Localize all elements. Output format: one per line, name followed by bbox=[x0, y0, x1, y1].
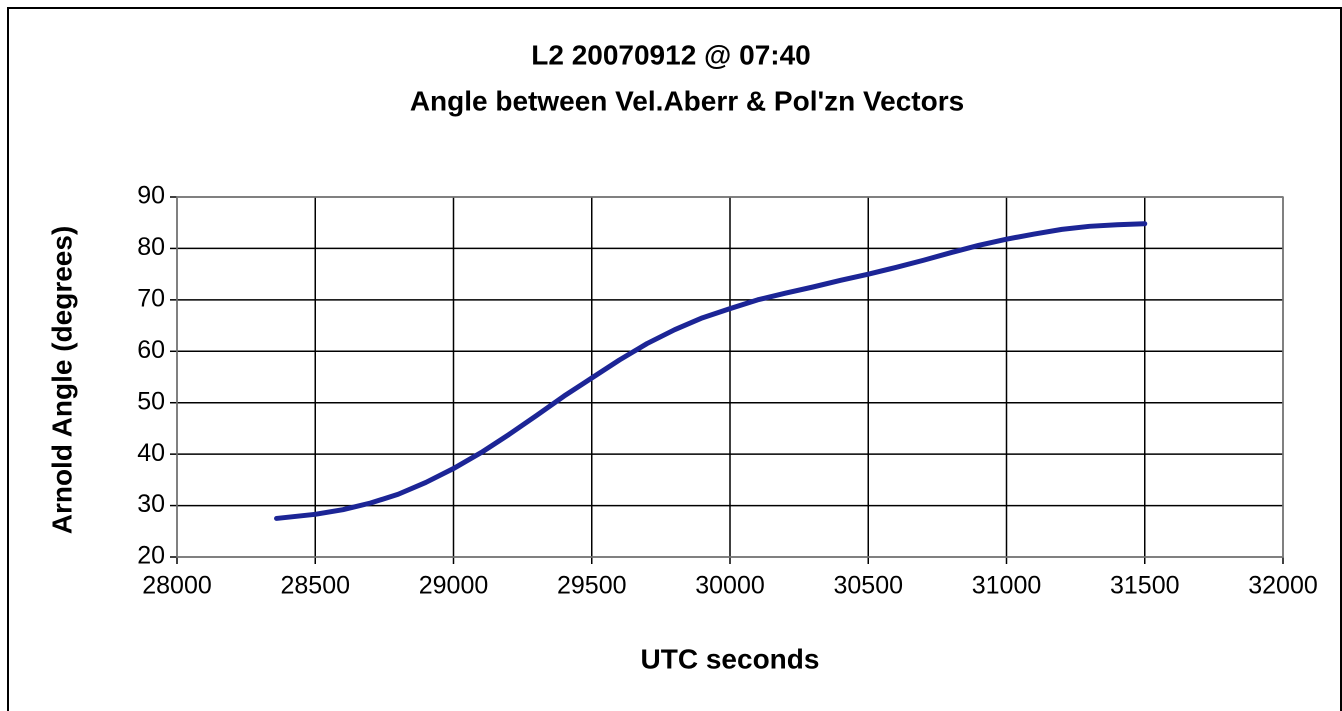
y-tick-label: 40 bbox=[137, 439, 165, 467]
y-tick-label: 80 bbox=[137, 233, 165, 261]
y-tick-label: 30 bbox=[137, 490, 165, 518]
data-line bbox=[274, 221, 1148, 521]
x-tick-label: 28000 bbox=[142, 572, 212, 600]
x-axis-label: UTC seconds bbox=[641, 643, 820, 674]
x-tick-label: 28500 bbox=[280, 572, 350, 600]
x-tick-label: 32000 bbox=[1248, 572, 1318, 600]
y-tick-label: 90 bbox=[137, 182, 165, 210]
x-tick-label: 30500 bbox=[833, 572, 903, 600]
y-tick-label: 20 bbox=[137, 542, 165, 570]
x-tick-label: 29500 bbox=[557, 572, 627, 600]
x-tick-label: 30000 bbox=[695, 572, 765, 600]
y-tick-label: 70 bbox=[137, 284, 165, 312]
x-tick-label: 31000 bbox=[972, 572, 1042, 600]
y-tick-label: 60 bbox=[137, 336, 165, 364]
chart-subtitle: Angle between Vel.Aberr & Pol'zn Vectors bbox=[410, 85, 964, 116]
chart-title: L2 20070912 @ 07:40 bbox=[531, 39, 811, 70]
x-tick-label: 29000 bbox=[419, 572, 489, 600]
plot-border bbox=[176, 196, 1284, 558]
x-tick-label: 31500 bbox=[1110, 572, 1180, 600]
y-axis-label: Arnold Angle (degrees) bbox=[46, 226, 77, 535]
y-tick-label: 50 bbox=[137, 387, 165, 415]
chart-frame bbox=[7, 7, 1342, 711]
